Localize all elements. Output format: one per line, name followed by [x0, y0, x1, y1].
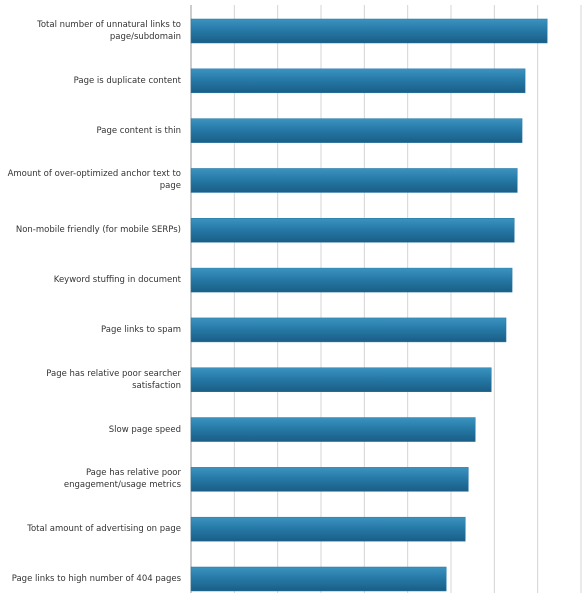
y-tick-label: Page content is thin — [96, 125, 182, 136]
y-tick-label: Total amount of advertising on page — [27, 524, 181, 535]
y-tick-label: Page links to high number of 404 pages — [11, 574, 181, 584]
bar — [190, 467, 469, 492]
bar — [190, 417, 476, 442]
bar — [190, 68, 526, 94]
bar — [190, 118, 523, 143]
bar — [190, 168, 518, 193]
y-tick-label: Page has relative poor engagement/usage … — [63, 468, 181, 491]
y-tick-label: Amount of over-optimized anchor text to … — [7, 169, 181, 192]
bar — [190, 218, 515, 243]
y-tick-label: Slow page speed — [108, 424, 181, 435]
y-tick-label: Page links to spam — [101, 324, 181, 335]
bar — [190, 267, 513, 293]
y-tick-label: Non-mobile friendly (for mobile SERPs) — [15, 225, 181, 236]
bar — [190, 516, 466, 542]
y-tick-label: Page is duplicate content — [73, 75, 181, 86]
y-tick-label: Total number of unnatural links to page/… — [37, 20, 181, 42]
bar — [190, 367, 492, 392]
bar — [190, 566, 447, 592]
bar — [190, 18, 548, 44]
y-tick-label: Keyword stuffing in document — [53, 275, 181, 286]
bar — [190, 317, 507, 343]
y-tick-label: Page has relative poor searcher satisfac… — [46, 368, 181, 391]
